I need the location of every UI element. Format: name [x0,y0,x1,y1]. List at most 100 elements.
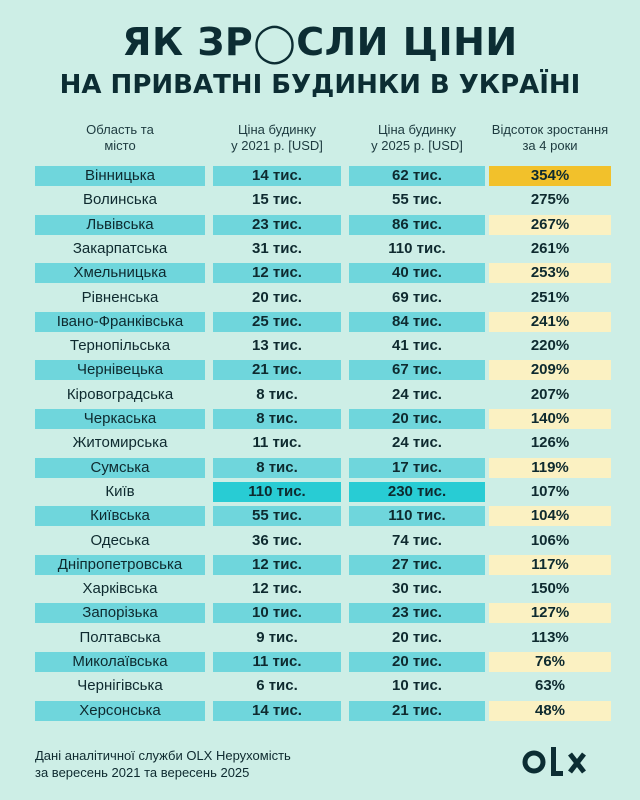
growth-cell: 104% [489,506,611,526]
growth-cell: 253% [489,263,611,283]
region-cell: Черкаська [35,409,205,429]
price-2025-cell: 23 тис. [349,603,485,623]
price-2025-cell: 17 тис. [349,458,485,478]
price-2021-cell: 12 тис. [213,263,341,283]
price-2021-cell: 11 тис. [252,434,302,451]
price-2025-cell: 10 тис. [392,677,442,694]
page-title: ЯК ЗР◯СЛИ ЦІНИ НА ПРИВАТНІ БУДИНКИ В УКР… [0,20,640,102]
price-2021-cell: 21 тис. [213,360,341,380]
table-row: Сумська 8 тис. 17 тис. 119% [0,458,640,478]
table-row: Черкаська 8 тис. 20 тис. 140% [0,409,640,429]
title-line-2: НА ПРИВАТНІ БУДИНКИ В УКРАЇНІ [59,70,581,100]
price-2025-cell: 62 тис. [349,166,485,186]
price-2025-cell: 110 тис. [388,240,446,257]
growth-cell: 126% [530,434,570,451]
region-cell: Чернігівська [77,677,163,694]
table-row: Київ 110 тис. 230 тис. 107% [0,482,640,502]
region-cell: Вінницька [35,166,205,186]
table-row: Дніпропетровська 12 тис. 27 тис. 117% [0,555,640,575]
region-cell: Львівська [35,215,205,235]
table-row: Одеська 36 тис. 74 тис. 106% [0,531,640,551]
table-row: Херсонська 14 тис. 21 тис. 48% [0,701,640,721]
header-growth: Відсоток зростання за 4 роки [491,122,609,153]
price-2021-cell: 14 тис. [213,166,341,186]
table-row: Хмельницька 12 тис. 40 тис. 253% [0,263,640,283]
price-2025-cell: 110 тис. [349,506,485,526]
price-2021-cell: 31 тис. [252,240,302,257]
table-row: Львівська 23 тис. 86 тис. 267% [0,215,640,235]
header-price-2021: Ціна будинку у 2021 р. [USD] [231,122,323,153]
table-row: Київська 55 тис. 110 тис. 104% [0,506,640,526]
table-row: Івано-Франківська 25 тис. 84 тис. 241% [0,312,640,332]
growth-cell: 209% [489,360,611,380]
region-cell: Херсонська [35,701,205,721]
price-2025-cell: 20 тис. [349,652,485,672]
region-cell: Житомирська [72,434,168,451]
price-2025-cell: 74 тис. [392,532,442,549]
region-cell: Київ [105,483,135,500]
region-cell: Волинська [83,191,157,208]
growth-cell: 117% [489,555,611,575]
growth-cell: 119% [489,458,611,478]
region-cell: Івано-Франківська [35,312,205,332]
growth-cell: 354% [489,166,611,186]
table-row: Житомирська 11 тис. 24 тис. 126% [0,433,640,453]
region-cell: Харківська [82,580,158,597]
region-cell: Тернопільська [69,337,171,354]
table-row: Рівненська 20 тис. 69 тис. 251% [0,288,640,308]
table-row: Кіровоградська 8 тис. 24 тис. 207% [0,385,640,405]
price-2021-cell: 110 тис. [213,482,341,502]
price-2021-cell: 14 тис. [213,701,341,721]
table-row: Вінницька 14 тис. 62 тис. 354% [0,166,640,186]
price-2021-cell: 15 тис. [252,191,302,208]
table-row: Тернопільська 13 тис. 41 тис. 220% [0,336,640,356]
growth-cell: 275% [530,191,570,208]
growth-cell: 150% [530,580,570,597]
price-2021-cell: 8 тис. [213,409,341,429]
price-2025-cell: 21 тис. [349,701,485,721]
table-row: Волинська 15 тис. 55 тис. 275% [0,190,640,210]
price-2021-cell: 9 тис. [256,629,298,646]
region-cell: Закарпатська [72,240,168,257]
growth-cell: 106% [530,532,570,549]
footer-line-2: за вересень 2021 та вересень 2025 [35,765,250,780]
region-cell: Рівненська [81,289,159,306]
footer-source: Дані аналітичної служби OLX Нерухомість … [35,747,291,781]
growth-cell: 251% [530,289,570,306]
price-2021-cell: 25 тис. [213,312,341,332]
price-2025-cell: 24 тис. [392,386,442,403]
price-2025-cell: 69 тис. [392,289,442,306]
region-cell: Сумська [35,458,205,478]
header-region: Область та місто [86,122,154,153]
price-2025-cell: 24 тис. [392,434,442,451]
price-2025-cell: 20 тис. [349,409,485,429]
table-row: Запорізька 10 тис. 23 тис. 127% [0,603,640,623]
title-line-1: ЯК ЗР◯СЛИ ЦІНИ [122,20,518,64]
footer-line-1: Дані аналітичної служби OLX Нерухомість [35,748,291,763]
region-cell: Кіровоградська [66,386,174,403]
growth-cell: 261% [530,240,570,257]
region-cell: Запорізька [35,603,205,623]
price-2025-cell: 30 тис. [392,580,442,597]
price-2025-cell: 40 тис. [349,263,485,283]
growth-cell: 140% [489,409,611,429]
price-2021-cell: 10 тис. [213,603,341,623]
price-2025-cell: 20 тис. [392,629,442,646]
region-cell: Чернівецька [35,360,205,380]
growth-cell: 220% [530,337,570,354]
region-cell: Одеська [90,532,150,549]
price-2025-cell: 55 тис. [392,191,442,208]
growth-cell: 107% [530,483,570,500]
region-cell: Хмельницька [35,263,205,283]
region-cell: Київська [35,506,205,526]
price-2021-cell: 55 тис. [213,506,341,526]
price-2025-cell: 86 тис. [349,215,485,235]
price-2021-cell: 36 тис. [252,532,302,549]
price-2025-cell: 84 тис. [349,312,485,332]
price-2021-cell: 20 тис. [252,289,302,306]
growth-cell: 63% [534,677,566,694]
olx-logo-icon [520,744,600,780]
price-2021-cell: 12 тис. [213,555,341,575]
growth-cell: 267% [489,215,611,235]
growth-cell: 241% [489,312,611,332]
